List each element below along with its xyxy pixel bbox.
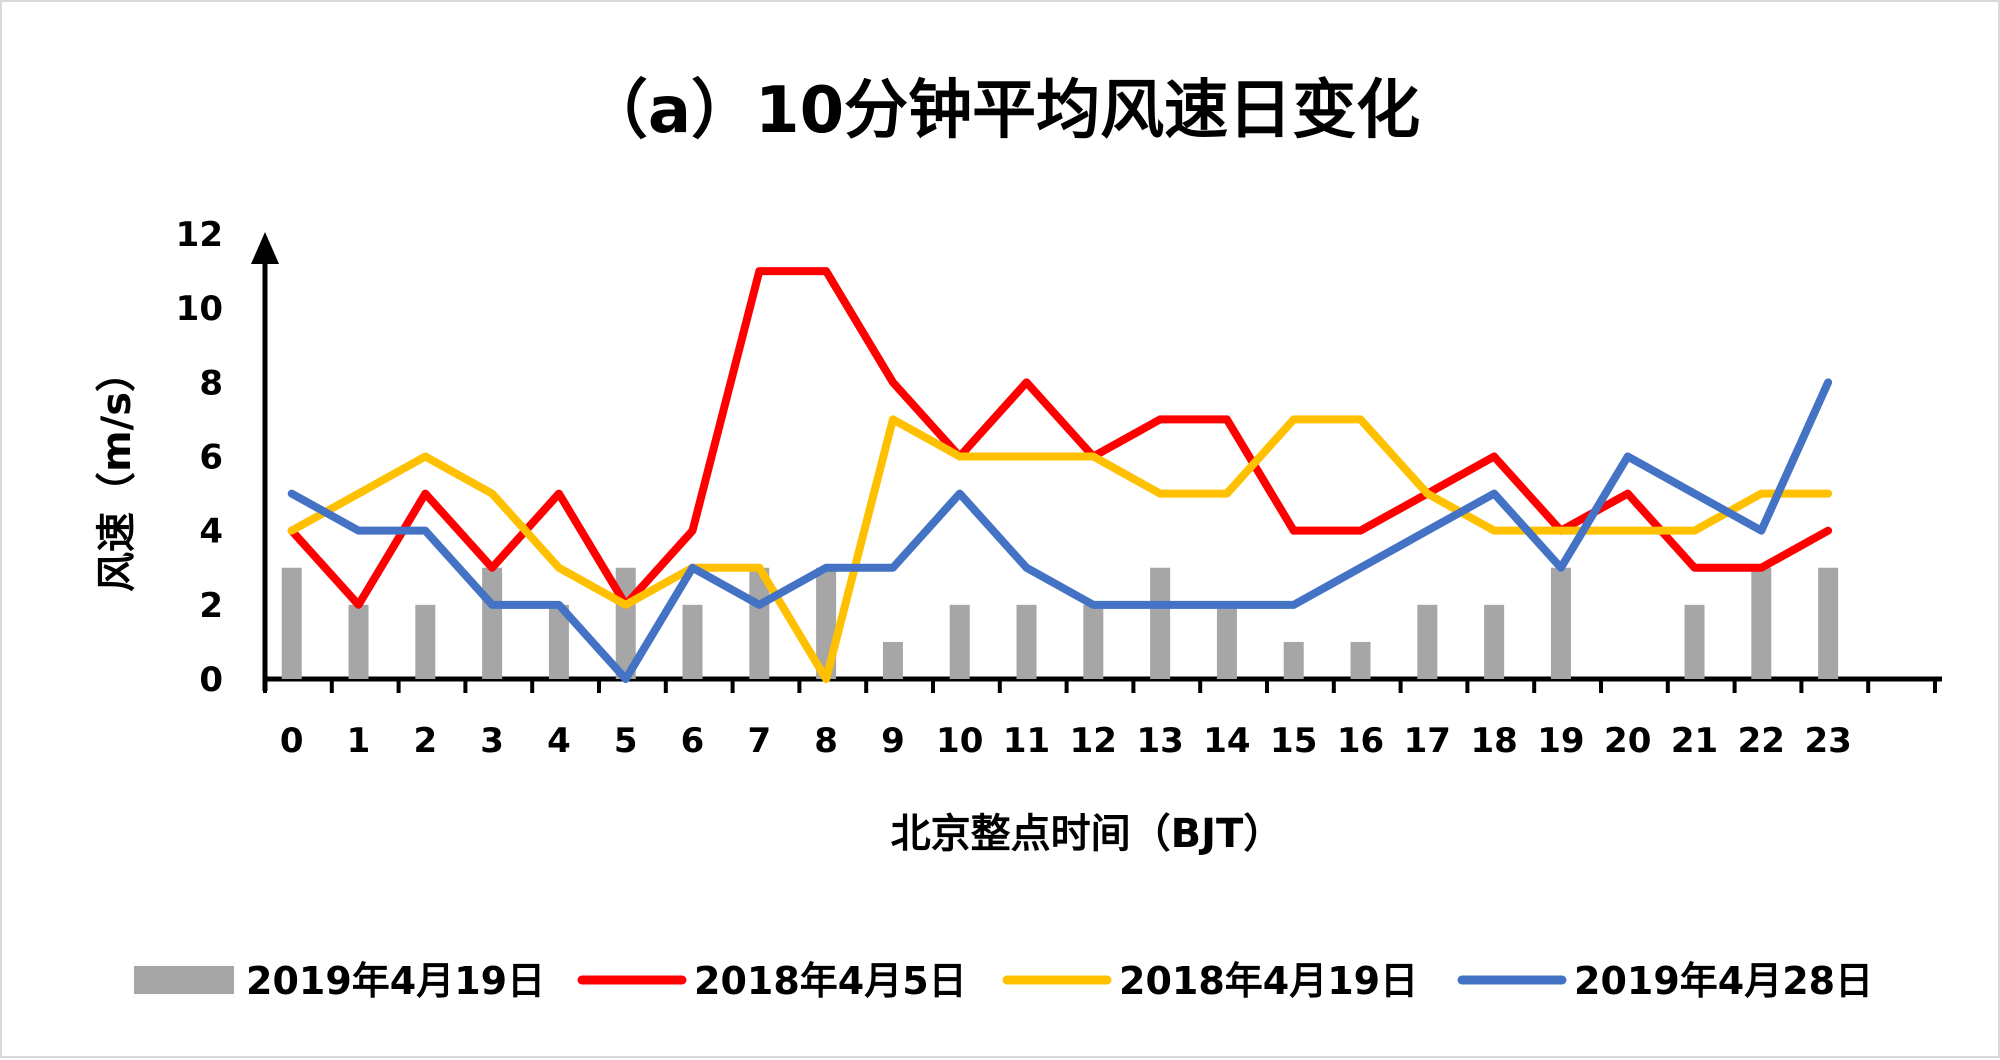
- bar: [1550, 567, 1571, 679]
- bar: [1350, 641, 1371, 679]
- x-tick-label: 14: [1203, 721, 1250, 761]
- legend-label: 2018年4月19日: [1119, 959, 1418, 1003]
- y-tick-label: 12: [176, 215, 223, 255]
- x-tick-label: 7: [747, 721, 771, 761]
- x-tick-label: 5: [614, 721, 638, 761]
- legend-label: 2019年4月28日: [1574, 959, 1873, 1003]
- series-line: [287, 415, 1833, 683]
- x-axis-label: 北京整点时间（BJT）: [891, 811, 1284, 857]
- bar: [348, 604, 369, 679]
- bar: [1684, 604, 1705, 679]
- x-tick-label: 0: [280, 721, 304, 761]
- bar: [1083, 604, 1104, 679]
- x-tick-label: 12: [1070, 721, 1117, 761]
- x-tick-label: 23: [1804, 721, 1851, 761]
- y-tick-label: 6: [199, 438, 223, 478]
- bar: [1751, 567, 1772, 679]
- x-tick-label: 19: [1537, 721, 1584, 761]
- y-tick-label: 0: [199, 660, 223, 700]
- x-tick-label: 22: [1738, 721, 1785, 761]
- x-tick-label: 16: [1337, 721, 1384, 761]
- legend-label: 2018年4月5日: [694, 959, 967, 1003]
- x-tick-label: 4: [547, 721, 571, 761]
- bar: [482, 567, 503, 679]
- y-axis-arrow: [251, 232, 279, 264]
- y-axis-label: 风速（m/s）: [94, 352, 140, 592]
- bar: [1016, 604, 1037, 679]
- legend-label: 2019年4月19日: [246, 959, 545, 1003]
- x-tick-label: 3: [480, 721, 504, 761]
- bar: [1283, 641, 1304, 679]
- y-tick-label: 10: [176, 289, 223, 329]
- bar: [749, 567, 770, 679]
- bar: [1818, 567, 1839, 679]
- bar: [1150, 567, 1171, 679]
- y-tick-label: 4: [199, 512, 223, 552]
- x-tick-label: 11: [1003, 721, 1050, 761]
- series-line: [287, 267, 1833, 609]
- x-tick-label: 13: [1136, 721, 1183, 761]
- x-tick-label: 10: [936, 721, 983, 761]
- x-tick-label: 9: [881, 721, 905, 761]
- x-tick-label: 17: [1404, 721, 1451, 761]
- y-tick-label: 2: [199, 586, 223, 626]
- axes: [251, 232, 1942, 693]
- legend-swatch: [134, 966, 234, 994]
- bar: [281, 567, 302, 679]
- legend: 2019年4月19日 2018年4月5日 2018年4月19日 2019年4月28日: [134, 959, 1873, 1003]
- bar: [1216, 604, 1237, 679]
- bar: [1484, 604, 1505, 679]
- x-tick-label: 18: [1470, 721, 1517, 761]
- bar: [548, 604, 569, 679]
- x-tick-label: 20: [1604, 721, 1651, 761]
- y-tick-label: 8: [199, 363, 223, 403]
- bar: [949, 604, 970, 679]
- x-tick-label: 6: [681, 721, 705, 761]
- x-tick-label: 21: [1671, 721, 1718, 761]
- x-tick-label: 15: [1270, 721, 1317, 761]
- chart-title: （a）10分钟平均风速日变化: [584, 74, 1420, 148]
- x-tick-label: 1: [347, 721, 371, 761]
- bar: [415, 604, 436, 679]
- x-tick-label: 8: [814, 721, 838, 761]
- bar: [682, 604, 703, 679]
- x-tick-label: 2: [413, 721, 437, 761]
- series-line: [287, 378, 1833, 683]
- line-series: [287, 267, 1833, 683]
- bar: [1417, 604, 1438, 679]
- bar: [882, 641, 903, 679]
